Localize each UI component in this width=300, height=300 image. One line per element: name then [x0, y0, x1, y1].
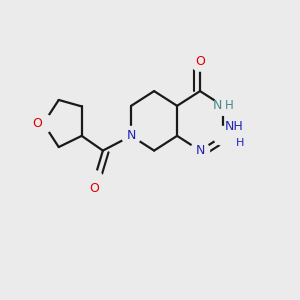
Text: N: N [127, 129, 136, 142]
Text: NH: NH [224, 120, 243, 133]
Text: N: N [212, 99, 222, 112]
Circle shape [34, 114, 53, 133]
Circle shape [214, 126, 232, 145]
Text: H: H [224, 99, 233, 112]
Circle shape [190, 141, 209, 160]
Text: O: O [195, 55, 205, 68]
Circle shape [214, 96, 232, 115]
Circle shape [190, 52, 209, 71]
Text: O: O [89, 182, 99, 194]
Text: O: O [32, 117, 42, 130]
Text: N: N [195, 144, 205, 157]
Text: H: H [236, 138, 244, 148]
Circle shape [122, 126, 141, 145]
Circle shape [85, 171, 104, 190]
